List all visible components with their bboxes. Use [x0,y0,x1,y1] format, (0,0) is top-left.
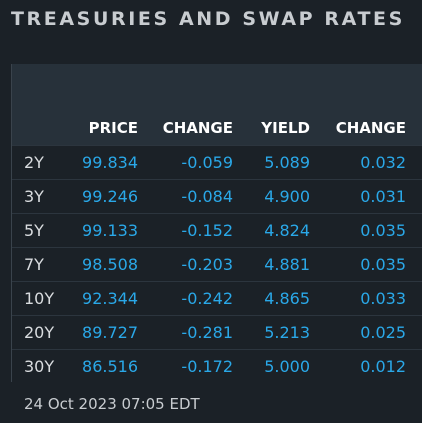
term-cell: 7Y [24,255,44,274]
price-cell: 86.516 [82,357,138,376]
column-header-change: CHANGE [162,119,233,137]
price-cell: 99.834 [82,153,138,172]
change-cell: -0.152 [181,221,233,240]
table-header: PRICE CHANGE YIELD CHANGE [12,64,422,145]
last-updated-timestamp: 24 Oct 2023 07:05 EDT [24,395,200,413]
yield-cell: 4.824 [264,221,310,240]
table-row: 7Y 98.508 -0.203 4.881 0.035 [12,247,422,282]
price-cell: 89.727 [82,323,138,342]
term-cell: 2Y [24,153,44,172]
page-title: TREASURIES AND SWAP RATES [11,8,405,30]
yield-cell: 5.089 [264,153,310,172]
table-row: 20Y 89.727 -0.281 5.213 0.025 [12,315,422,350]
term-cell: 3Y [24,187,44,206]
table-row: 3Y 99.246 -0.084 4.900 0.031 [12,179,422,214]
change-cell: -0.203 [181,255,233,274]
yield-cell: 4.900 [264,187,310,206]
yield-change-cell: 0.032 [360,153,406,172]
yield-cell: 4.881 [264,255,310,274]
term-cell: 10Y [24,289,55,308]
yield-change-cell: 0.031 [360,187,406,206]
price-cell: 99.246 [82,187,138,206]
table-row: 30Y 86.516 -0.172 5.000 0.012 [12,349,422,384]
yield-cell: 4.865 [264,289,310,308]
change-cell: -0.281 [181,323,233,342]
rates-table: PRICE CHANGE YIELD CHANGE 2Y 99.834 -0.0… [11,64,422,382]
column-header-yield-change: CHANGE [335,119,406,137]
table-row: 5Y 99.133 -0.152 4.824 0.035 [12,213,422,248]
term-cell: 5Y [24,221,44,240]
yield-cell: 5.000 [264,357,310,376]
change-cell: -0.242 [181,289,233,308]
yield-change-cell: 0.025 [360,323,406,342]
term-cell: 20Y [24,323,55,342]
table-row: 10Y 92.344 -0.242 4.865 0.033 [12,281,422,316]
yield-change-cell: 0.035 [360,255,406,274]
table-row: 2Y 99.834 -0.059 5.089 0.032 [12,145,422,180]
yield-change-cell: 0.033 [360,289,406,308]
change-cell: -0.084 [181,187,233,206]
change-cell: -0.059 [181,153,233,172]
yield-change-cell: 0.035 [360,221,406,240]
yield-change-cell: 0.012 [360,357,406,376]
price-cell: 92.344 [82,289,138,308]
column-header-price: PRICE [88,119,138,137]
yield-cell: 5.213 [264,323,310,342]
price-cell: 98.508 [82,255,138,274]
column-header-yield: YIELD [261,119,310,137]
term-cell: 30Y [24,357,55,376]
change-cell: -0.172 [181,357,233,376]
price-cell: 99.133 [82,221,138,240]
